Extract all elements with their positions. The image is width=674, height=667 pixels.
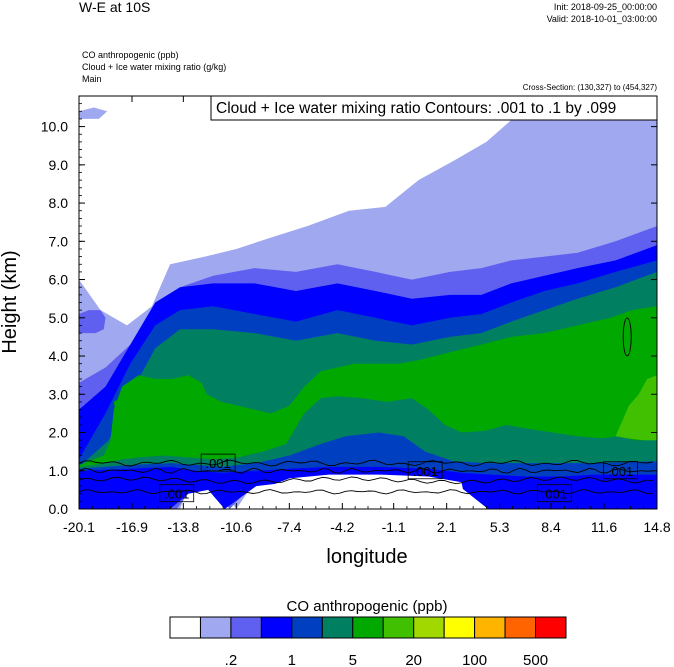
cross-section-label: Cross-Section: (130,327) to (454,327) — [522, 83, 657, 92]
colorbar-swatch — [199, 616, 232, 639]
x-axis-label: longitude — [326, 546, 407, 568]
co-band-level-7 — [615, 375, 657, 441]
co-fill-layers — [79, 96, 657, 509]
colorbar-swatch — [230, 616, 262, 639]
y-tick-label: 0.0 — [49, 501, 69, 517]
colorbar-swatch — [413, 616, 445, 639]
y-tick-label: 4.0 — [49, 348, 69, 364]
blue-column-right — [541, 491, 636, 509]
colorbar-tick-label: 1 — [288, 652, 296, 667]
contour-label-box — [536, 484, 572, 503]
contour-label-box — [159, 484, 195, 503]
y-tick-label: 7.0 — [49, 233, 69, 249]
colorbar-tick-label: .2 — [225, 652, 238, 667]
contour-label-box — [407, 461, 443, 480]
colorbar-swatch — [504, 616, 537, 639]
init-time: Init: 2018-09-25_00:00:00 — [553, 2, 657, 12]
colorbar-title: CO anthropogenic (ppb) — [287, 598, 448, 615]
cloud-contour-lower — [79, 476, 653, 485]
co-band-level-6 — [79, 306, 657, 467]
blue-cell-left — [79, 310, 106, 334]
contour-label: .001 — [542, 487, 567, 502]
x-tick-label: -16.9 — [116, 519, 148, 535]
colorbar-swatch — [260, 616, 293, 639]
colorbar-swatch — [535, 616, 567, 639]
x-tick-label: -1.1 — [382, 519, 406, 535]
y-axis-label: Height (km) — [0, 250, 21, 353]
contour-label: .001 — [164, 487, 189, 502]
x-tick-label: 5.3 — [490, 519, 510, 535]
colorbar: .2 1 5 20 100 500 — [169, 616, 567, 667]
contour-label: .001 — [412, 464, 437, 479]
colorbar-swatch — [291, 616, 323, 639]
colorbar-tick-label: 100 — [462, 652, 487, 667]
y-tick-label: 10.0 — [41, 119, 68, 135]
x-tick-label: 11.6 — [591, 519, 617, 535]
x-tick-label: 2.1 — [437, 519, 457, 535]
light-cell-top — [79, 107, 108, 119]
field-label-cloud: Cloud + Ice water mixing ratio (g/kg) — [82, 62, 227, 72]
field-label-main: Main — [82, 74, 102, 84]
x-axis: -20.1 -16.9 -13.8 -10.6 -7.4 -4.2 -1.1 2.1 5.3 8.… — [63, 96, 671, 535]
y-tick-label: 8.0 — [49, 195, 69, 211]
x-tick-label: -4.2 — [330, 519, 354, 535]
contour-label-box — [603, 461, 638, 480]
plot-title: W-E at 10S — [79, 0, 151, 15]
y-tick-label: 2.0 — [49, 425, 69, 441]
colorbar-tick-label: 500 — [523, 652, 548, 667]
valid-time: Valid: 2018-10-01_03:00:00 — [546, 14, 657, 24]
x-tick-label: -10.6 — [220, 519, 252, 535]
colorbar-swatch — [321, 616, 354, 639]
x-tick-label: -20.1 — [63, 519, 95, 535]
cloud-contour-middle — [79, 467, 653, 474]
colorbar-swatch — [443, 616, 476, 639]
colorbar-swatch — [382, 616, 415, 639]
contour-label-box — [200, 453, 236, 472]
cloud-contour-upper — [79, 459, 653, 467]
field-label-co: CO anthropogenic (ppb) — [82, 50, 179, 60]
colorbar-swatch — [474, 616, 506, 639]
green-patch-left — [113, 390, 192, 433]
colorbar-tick-label: 5 — [349, 652, 357, 667]
x-tick-label: -7.4 — [277, 519, 301, 535]
colorbar-swatch — [352, 616, 384, 639]
contour-label: .001 — [205, 456, 230, 471]
y-tick-label: 1.0 — [49, 463, 69, 479]
cloud-contours — [79, 317, 653, 495]
cloud-contour-cell — [622, 317, 632, 357]
y-tick-label: 5.0 — [49, 310, 69, 326]
cloud-contour-bottom — [79, 489, 653, 495]
y-axis: 0.0 1.0 2.0 3.0 4.0 5.0 6.0 7.0 8.0 9.0 10.0 — [41, 95, 657, 517]
colorbar-tick-label: 20 — [405, 652, 422, 667]
contour-info-text: Cloud + Ice water mixing ratio Contours:… — [216, 100, 616, 117]
contour-label: .001 — [608, 464, 633, 479]
colorbar-swatch — [169, 616, 201, 639]
contour-info-box — [210, 95, 658, 121]
y-tick-label: 3.0 — [49, 386, 69, 402]
green-patch-right — [522, 348, 608, 406]
y-tick-label: 9.0 — [49, 157, 69, 173]
contour-labels: .001 .001 .001 .001 .001 — [159, 453, 638, 503]
blue-column-left — [87, 470, 167, 509]
y-tick-label: 6.0 — [49, 272, 69, 288]
x-tick-label: -13.8 — [167, 519, 199, 535]
x-tick-label: 14.8 — [643, 519, 670, 535]
x-tick-label: 8.4 — [541, 519, 561, 535]
